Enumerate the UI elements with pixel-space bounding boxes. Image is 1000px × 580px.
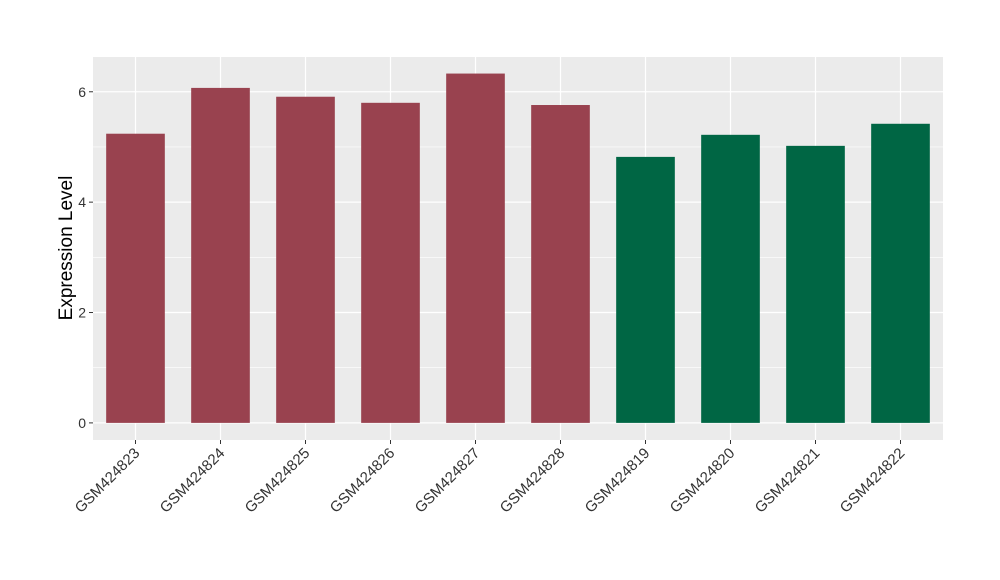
x-tick-label: GSM424822 — [837, 445, 909, 517]
y-tick-label: 6 — [78, 84, 86, 100]
bar — [531, 105, 590, 423]
bar — [106, 133, 165, 423]
x-tick-label: GSM424823 — [72, 445, 144, 517]
bar — [701, 134, 760, 423]
bar — [446, 73, 505, 423]
x-tick-label: GSM424821 — [752, 445, 824, 517]
bar — [276, 96, 335, 423]
y-tick-label: 4 — [78, 194, 86, 210]
y-tick-label: 2 — [78, 305, 86, 321]
bar — [786, 145, 845, 423]
x-tick-label: GSM424825 — [242, 445, 314, 517]
x-tick-label: GSM424827 — [412, 445, 484, 517]
bar — [191, 87, 250, 423]
y-tick-label: 0 — [78, 415, 86, 431]
x-tick-label: GSM424828 — [497, 445, 569, 517]
bar — [871, 123, 930, 423]
y-axis-label: Expression Level — [56, 176, 77, 321]
x-tick-label: GSM424820 — [667, 445, 739, 517]
x-tick-label: GSM424819 — [582, 445, 654, 517]
bar — [361, 102, 420, 423]
bar — [616, 156, 675, 423]
x-tick-label: GSM424824 — [157, 445, 229, 517]
x-tick-label: GSM424826 — [327, 445, 399, 517]
